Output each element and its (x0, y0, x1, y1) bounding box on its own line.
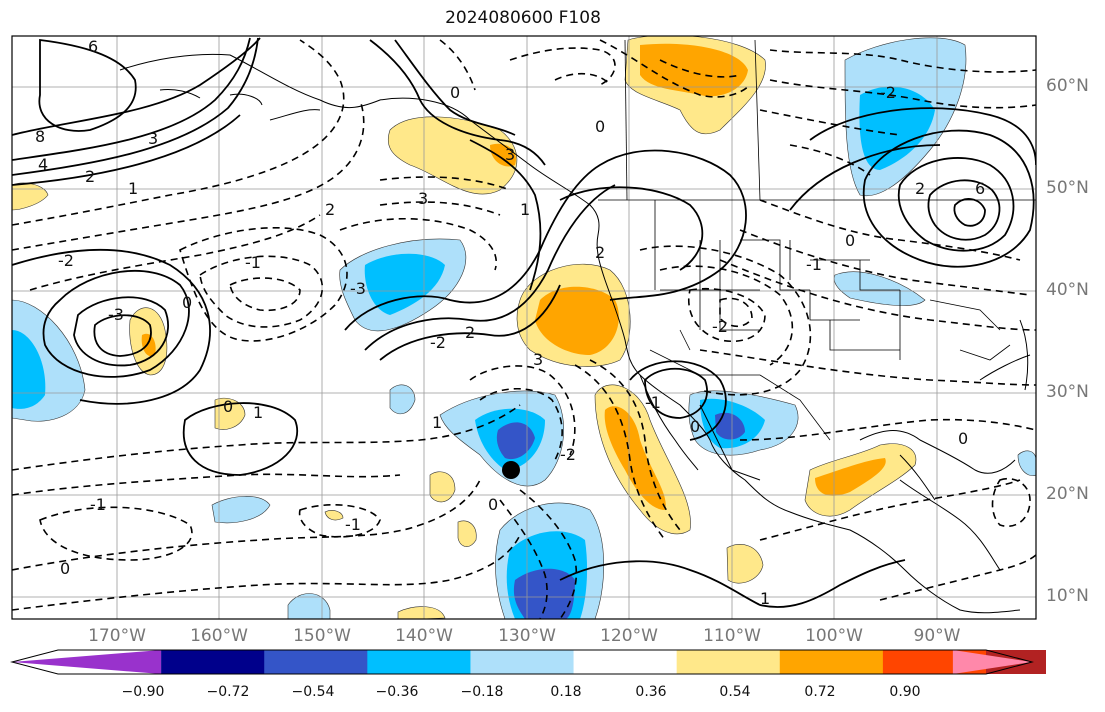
contour-label: 6 (88, 37, 98, 56)
contour-label: 2 (915, 179, 925, 198)
colorbar-extension-high (952, 650, 1032, 674)
latitude-label: 10°N (1046, 586, 1089, 606)
colorbar-segment (676, 650, 781, 674)
latitude-label: 20°N (1046, 484, 1089, 504)
contour-label: -3 (108, 305, 124, 324)
contour-label: 0 (60, 559, 70, 578)
longitude-label: 90°W (913, 626, 961, 646)
colorbar-segment (367, 650, 471, 674)
contour-label: 0 (223, 397, 233, 416)
latitude-label: 50°N (1046, 178, 1089, 198)
contour-label: 1 (520, 200, 530, 219)
contour-label: -1 (645, 393, 661, 412)
longitude-label: 110°W (703, 626, 761, 646)
contour-label: 3 (148, 129, 158, 148)
colorbar-segment (470, 650, 575, 674)
longitude-label: 100°W (805, 626, 863, 646)
contour-label: -1 (806, 255, 822, 274)
political-borders (598, 39, 1036, 441)
colorbar-segment (264, 650, 368, 674)
colorbar-tick-label: −0.36 (375, 684, 419, 700)
contour-label: -1 (245, 253, 261, 272)
contour-label: 0 (690, 417, 700, 436)
latitude-label: 30°N (1046, 382, 1089, 402)
contour-label: 1 (253, 403, 263, 422)
contour-label: -2 (58, 251, 74, 270)
contour-label: 2 (85, 167, 95, 186)
colorbar-segment (161, 650, 265, 674)
colorbar-tick-label: 0.54 (719, 684, 751, 700)
weather-map: 6 8 4 3 2 1 -1 -2 -3 0 0 1 2 3 -3 0 3 6 … (11, 35, 1037, 620)
contour-label: -2 (880, 83, 896, 102)
contour-label: 8 (35, 127, 45, 146)
contour-label: 0 (595, 117, 605, 136)
longitude-label: 170°W (88, 626, 146, 646)
colorbar-tick-label: 0.72 (804, 684, 836, 700)
dashed-contours (12, 39, 1036, 619)
graticule (12, 36, 1036, 619)
contour-label: 3 (418, 189, 428, 208)
contour-label: 0 (488, 495, 498, 514)
contour-label: 2 (465, 323, 475, 342)
longitude-label: 160°W (190, 626, 248, 646)
contour-label: 2 (325, 200, 335, 219)
contour-label: 1 (760, 589, 770, 608)
longitude-label: 140°W (395, 626, 453, 646)
solid-contours (12, 37, 1036, 608)
latitude-label: 60°N (1046, 76, 1089, 96)
colorbar-segment (779, 650, 884, 674)
colorbar-segment (573, 650, 678, 674)
contour-label: -1 (90, 495, 106, 514)
contour-label: -1 (345, 515, 361, 534)
contour-label: 0 (958, 429, 968, 448)
longitude-label: 150°W (293, 626, 351, 646)
contour-label: -3 (350, 279, 366, 298)
contour-label: -2 (560, 445, 576, 464)
colorbar-tick-label: −0.18 (460, 684, 504, 700)
contour-label: 0 (845, 231, 855, 250)
contour-label: 1 (128, 179, 138, 198)
colorbar-tick-label: 0.36 (635, 684, 667, 700)
contour-label: 4 (38, 155, 48, 174)
contour-label: 0 (450, 83, 460, 102)
contour-label: 2 (595, 243, 605, 262)
colorbar-tick-label: 0.18 (550, 684, 582, 700)
colorbar (10, 649, 1046, 675)
contour-labels: 6 8 4 3 2 1 -1 -2 -3 0 0 1 2 3 -3 0 3 6 … (35, 37, 985, 608)
map-title: 2024080600 F108 (445, 8, 601, 28)
contour-label: 6 (975, 179, 985, 198)
storm-position-marker (502, 461, 520, 479)
contour-label: 0 (182, 293, 192, 312)
map-frame (11, 35, 1037, 620)
colorbar-tick-label: −0.54 (291, 684, 335, 700)
colorbar-tick-label: 0.90 (889, 684, 921, 700)
contour-label: 3 (505, 145, 515, 164)
latitude-label: 40°N (1046, 280, 1089, 300)
colorbar-tick-label: −0.72 (206, 684, 250, 700)
longitude-label: 120°W (600, 626, 658, 646)
coastlines (119, 53, 1031, 614)
colorbar-tick-label: −0.90 (121, 684, 165, 700)
contour-label: -2 (430, 333, 446, 352)
colorbar-extension-low (12, 650, 162, 674)
contour-label: -2 (712, 317, 728, 336)
longitude-label: 130°W (498, 626, 556, 646)
contour-label: 3 (533, 350, 543, 369)
contour-label: 1 (432, 413, 442, 432)
